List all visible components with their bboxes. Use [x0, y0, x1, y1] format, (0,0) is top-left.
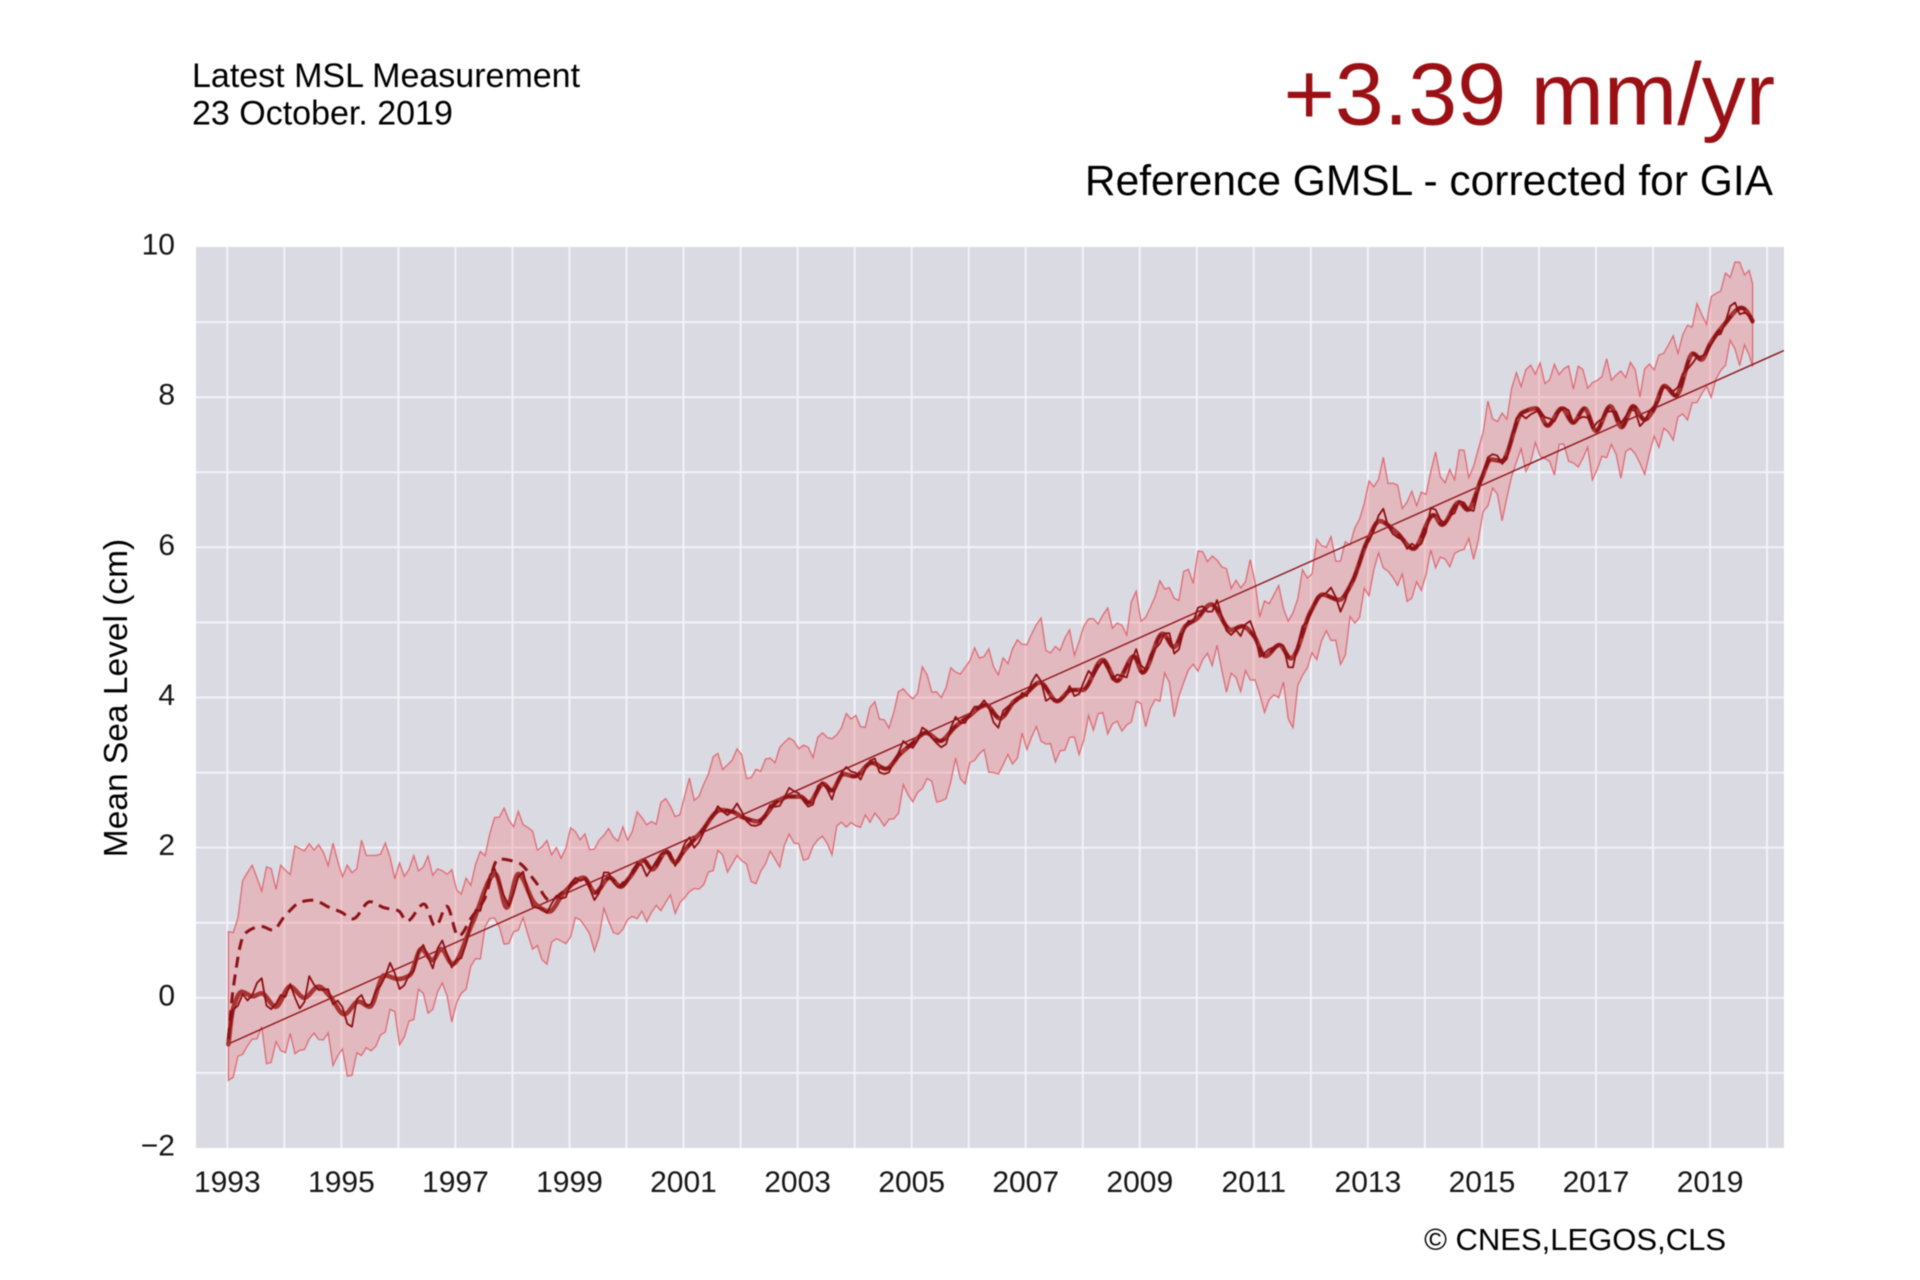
svg-text:0: 0 — [158, 979, 175, 1012]
svg-text:+3.39 mm/yr: +3.39 mm/yr — [1284, 45, 1775, 144]
svg-text:1995: 1995 — [308, 1166, 375, 1199]
svg-text:1999: 1999 — [536, 1166, 603, 1199]
svg-text:4: 4 — [158, 679, 175, 712]
svg-text:1993: 1993 — [194, 1166, 261, 1199]
svg-text:2003: 2003 — [764, 1166, 831, 1199]
svg-text:2009: 2009 — [1106, 1166, 1173, 1199]
svg-text:2015: 2015 — [1449, 1166, 1516, 1199]
svg-text:2007: 2007 — [992, 1166, 1059, 1199]
svg-text:1997: 1997 — [422, 1166, 489, 1199]
svg-text:23 October. 2019: 23 October. 2019 — [192, 95, 453, 133]
svg-text:8: 8 — [158, 379, 175, 412]
svg-text:2: 2 — [158, 829, 175, 862]
svg-text:2013: 2013 — [1335, 1166, 1402, 1199]
svg-text:2019: 2019 — [1677, 1166, 1744, 1199]
svg-text:Reference GMSL - corrected for: Reference GMSL - corrected for GIA — [1085, 158, 1774, 205]
svg-text:Mean Sea Level (cm): Mean Sea Level (cm) — [98, 539, 135, 857]
svg-text:2001: 2001 — [650, 1166, 717, 1199]
svg-text:−2: −2 — [141, 1130, 175, 1163]
svg-text:Latest MSL Measurement: Latest MSL Measurement — [192, 57, 581, 95]
svg-text:2011: 2011 — [1222, 1166, 1287, 1199]
svg-text:© CNES,LEGOS,CLS: © CNES,LEGOS,CLS — [1424, 1222, 1726, 1257]
svg-text:6: 6 — [158, 529, 175, 562]
svg-text:10: 10 — [142, 229, 175, 262]
svg-text:2017: 2017 — [1563, 1166, 1630, 1199]
svg-text:2005: 2005 — [878, 1166, 945, 1199]
